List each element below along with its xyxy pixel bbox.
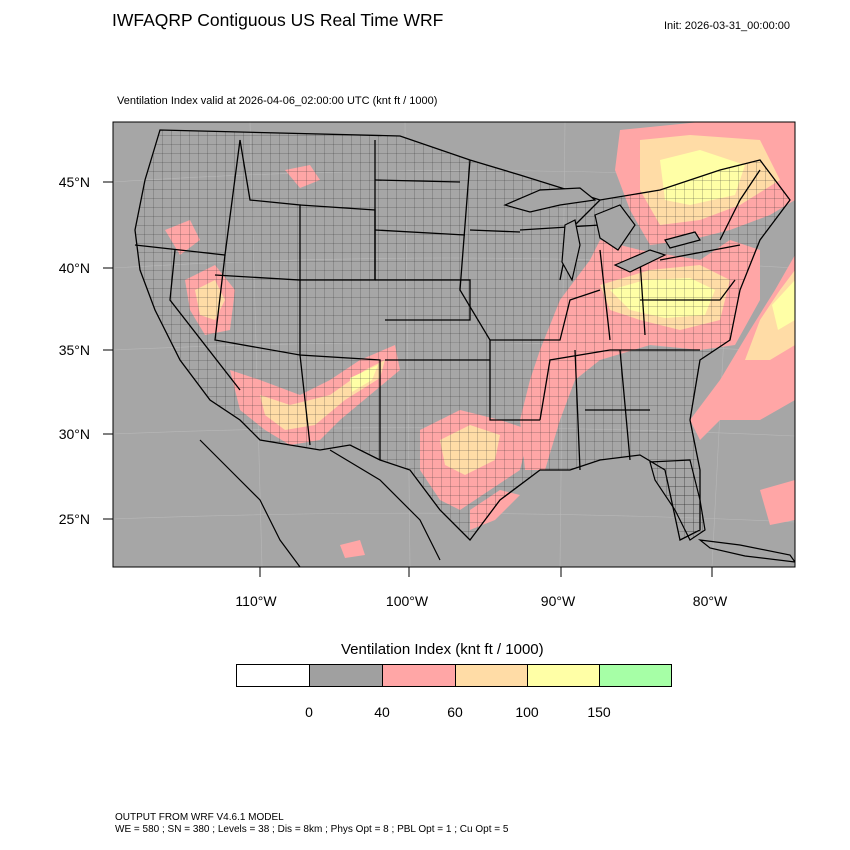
lat-labels: 45°N 40°N 35°N 30°N 25°N (59, 174, 90, 527)
plot-title: IWFAQRP Contiguous US Real Time WRF (112, 10, 444, 30)
vi-region-mexico (340, 540, 365, 558)
lake-superior (503, 187, 597, 213)
plot-subtitle: Ventilation Index valid at 2026-04-06_02… (117, 95, 438, 107)
vi-region-atlantic-yellow (772, 280, 795, 330)
lat-ticks (103, 181, 113, 520)
vi-region-atlantic-inner (745, 270, 795, 360)
init-time: Init: 2026-03-31_00:00:00 (664, 20, 790, 32)
legend-bin (455, 664, 528, 687)
lon-ticks (259, 567, 713, 577)
lake-ontario (664, 231, 701, 249)
lon-labels: 110°W 100°W 90°W 80°W (235, 593, 728, 609)
map-frame (112, 121, 796, 568)
lon-label-100: 100°W (386, 593, 429, 609)
footer-config-info: WE = 580 ; SN = 380 ; Levels = 38 ; Dis … (115, 824, 509, 835)
lake-michigan (561, 219, 581, 282)
legend-level-label: 40 (374, 704, 390, 720)
lat-label-30: 30°N (59, 426, 90, 442)
lake-huron (594, 204, 636, 251)
lat-label-40: 40°N (59, 260, 90, 276)
lat-label-25: 25°N (59, 511, 90, 527)
lon-label-90: 90°W (541, 593, 576, 609)
lat-label-45: 45°N (59, 174, 90, 190)
vi-region-atlantic (690, 255, 795, 440)
legend-bin (599, 664, 672, 687)
footer-model-info: OUTPUT FROM WRF V4.6.1 MODEL (115, 812, 284, 823)
state-boundaries (134, 129, 791, 541)
legend-level-label: 60 (447, 704, 463, 720)
legend-level-label: 100 (515, 704, 539, 720)
legend-bin (309, 664, 383, 687)
great-lakes (503, 187, 701, 282)
legend-bin (527, 664, 600, 687)
legend-level-label: 0 (305, 704, 313, 720)
legend-level-label: 150 (587, 704, 611, 720)
cuba-outline (697, 539, 795, 563)
lat-label-35: 35°N (59, 342, 90, 358)
florida-outline (649, 459, 706, 541)
vi-region-bahamas (760, 480, 795, 525)
lon-label-110: 110°W (235, 593, 277, 609)
lake-erie (613, 249, 667, 273)
legend-bin (236, 664, 310, 687)
lon-label-80: 80°W (693, 593, 728, 609)
legend-bin (382, 664, 456, 687)
mexico-outline (199, 439, 441, 567)
legend-title: Ventilation Index (knt ft / 1000) (341, 641, 544, 658)
